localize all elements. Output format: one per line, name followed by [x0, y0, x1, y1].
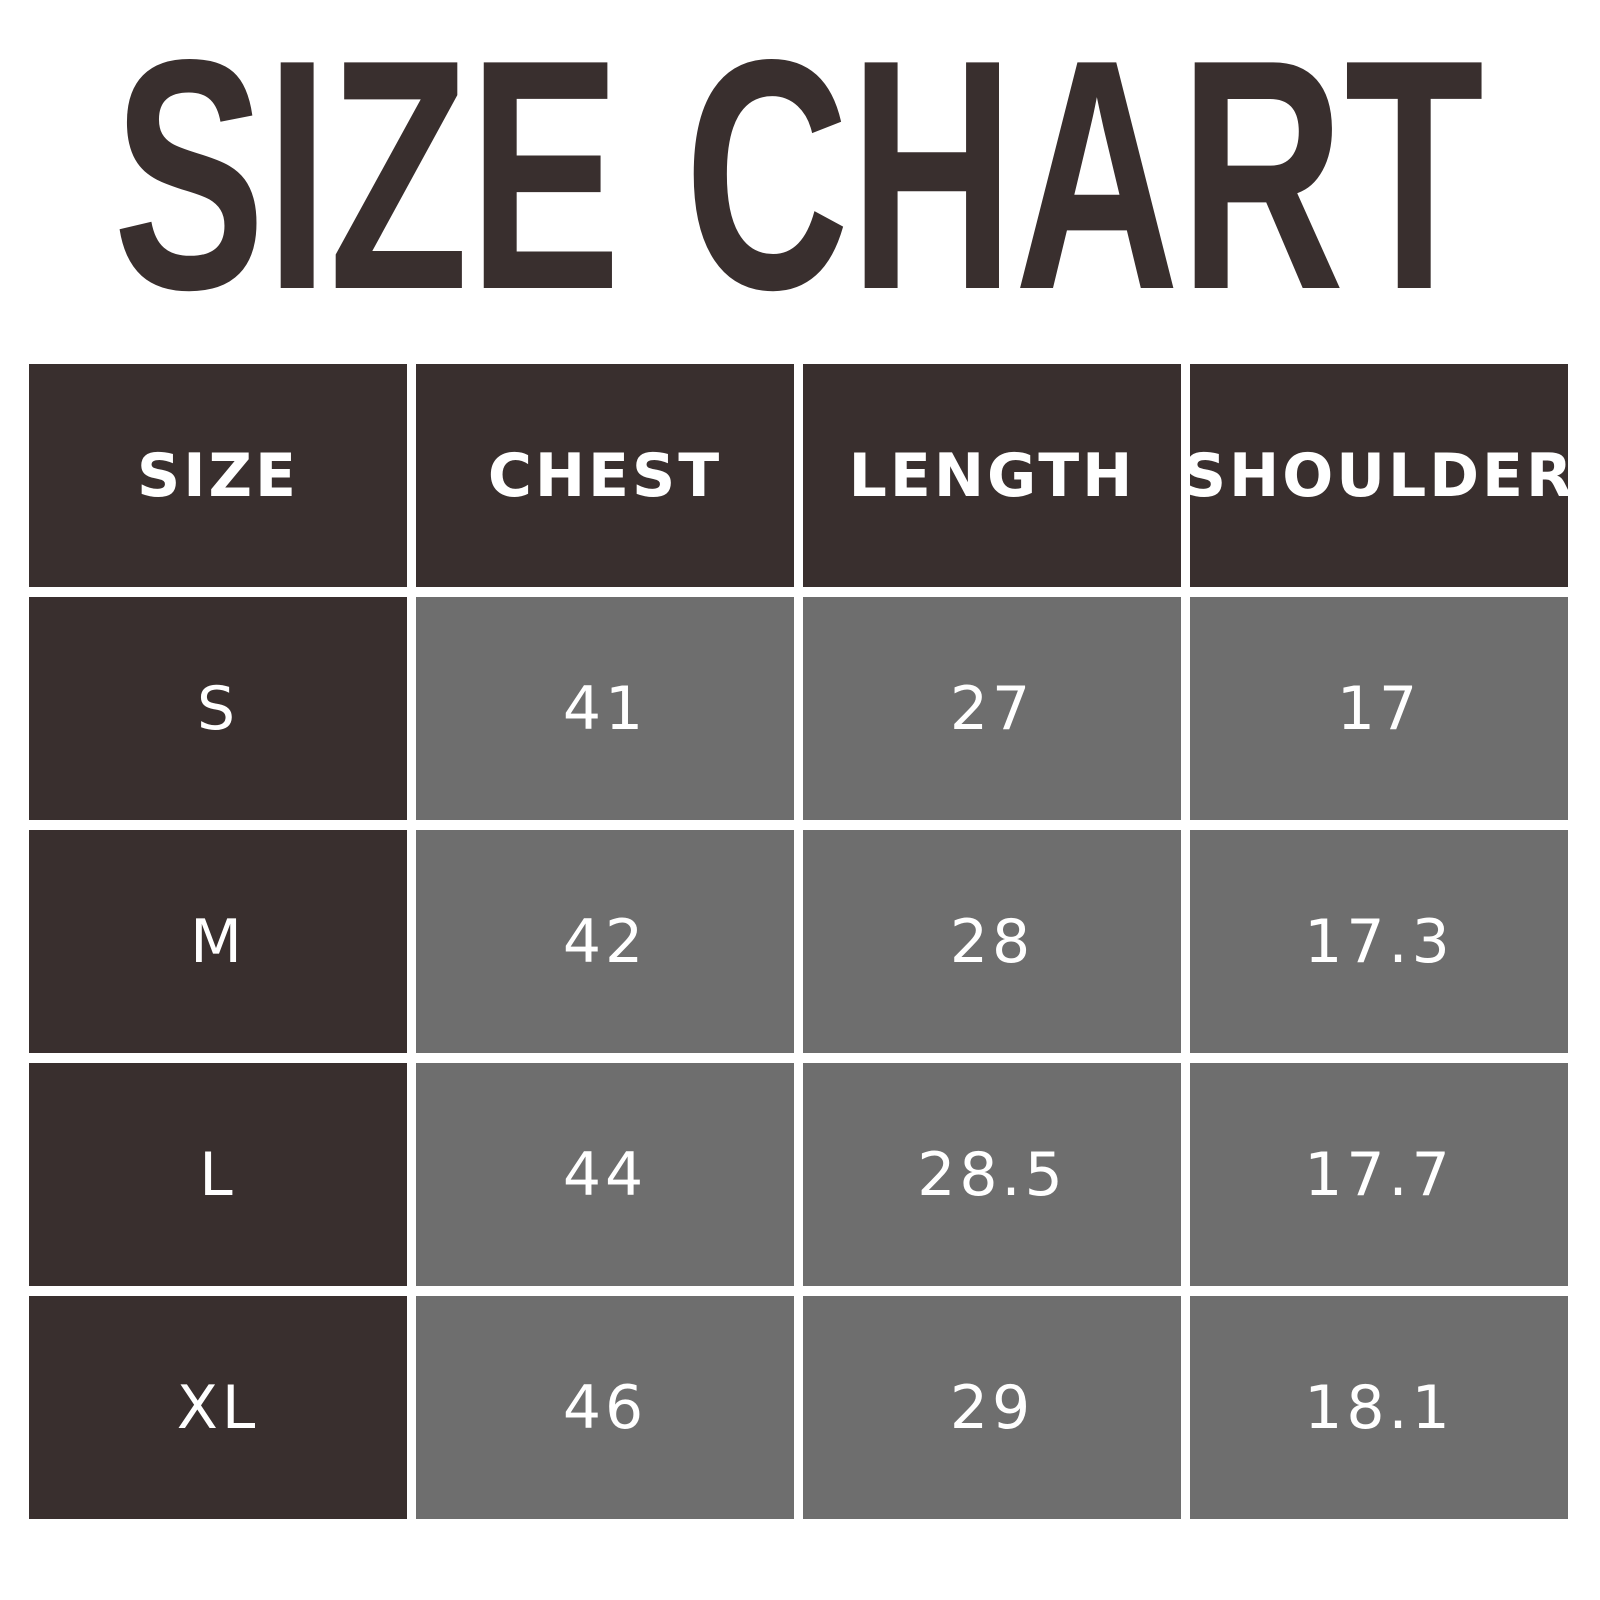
size-table: SIZE CHEST LENGTH SHOULDER S 41 27 17 M 42 28 17.3 L… [29, 364, 1572, 1519]
measurement-cell: 41 [416, 597, 794, 820]
header-cell-length: LENGTH [803, 364, 1181, 587]
size-label-cell: S [29, 597, 407, 820]
page-title: SIZE CHART [113, 40, 1484, 310]
measurement-cell: 28.5 [803, 1063, 1181, 1286]
measurement-cell: 28 [803, 830, 1181, 1053]
size-label-cell: M [29, 830, 407, 1053]
header-cell-chest: CHEST [416, 364, 794, 587]
measurement-cell: 46 [416, 1296, 794, 1519]
measurement-cell: 17 [1190, 597, 1568, 820]
measurement-cell: 17.7 [1190, 1063, 1568, 1286]
header-cell-size: SIZE [29, 364, 407, 587]
measurement-cell: 42 [416, 830, 794, 1053]
measurement-cell: 18.1 [1190, 1296, 1568, 1519]
size-label-cell: XL [29, 1296, 407, 1519]
measurement-cell: 44 [416, 1063, 794, 1286]
measurement-cell: 27 [803, 597, 1181, 820]
measurement-cell: 29 [803, 1296, 1181, 1519]
size-label-cell: L [29, 1063, 407, 1286]
title-text: SIZE CHART [113, 40, 1484, 310]
measurement-cell: 17.3 [1190, 830, 1568, 1053]
header-cell-shoulder: SHOULDER [1183, 364, 1572, 587]
